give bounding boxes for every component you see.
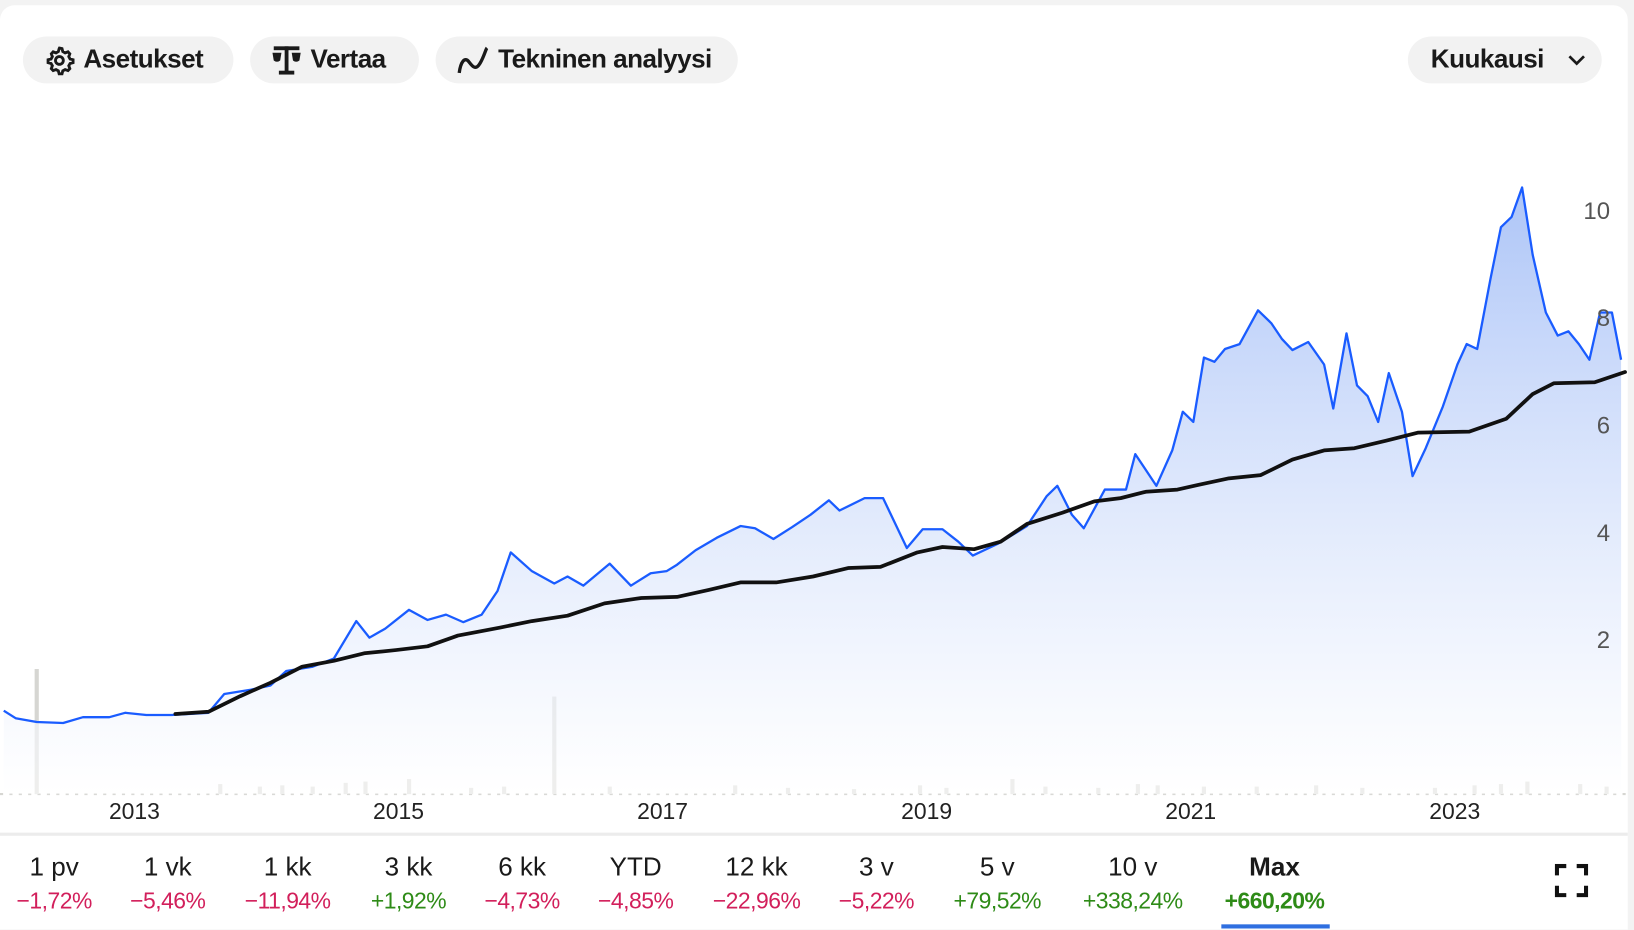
period-label: 5 v	[979, 852, 1015, 882]
period-label: 3 kk	[384, 852, 433, 882]
x-tick-label: 2019	[901, 798, 952, 824]
period-label: 1 pv	[29, 852, 79, 882]
interval-select[interactable]: Kuukausi	[1407, 36, 1602, 84]
period-tab-12-kk[interactable]: 12 kk −22,96%	[684, 849, 830, 918]
period-tab-max[interactable]: Max +660,20%	[1202, 849, 1348, 918]
compare-button[interactable]: Vertaa	[250, 36, 419, 84]
period-label: YTD	[609, 852, 662, 882]
period-change: +1,92%	[370, 887, 447, 914]
period-tab-1-vk[interactable]: 1 vk −5,46%	[95, 849, 241, 918]
y-tick-label: 6	[1597, 413, 1610, 440]
x-tick-label: 2017	[637, 798, 688, 824]
y-tick-label: 4	[1597, 520, 1610, 547]
period-tab-1-pv[interactable]: 1 pv −1,72%	[0, 849, 127, 918]
period-change: +338,24%	[1082, 887, 1183, 914]
period-change: +79,52%	[953, 887, 1042, 914]
y-tick-label: 2	[1597, 627, 1610, 654]
scale-icon	[272, 45, 301, 75]
period-tab-3-kk[interactable]: 3 kk +1,92%	[336, 849, 482, 918]
period-change: −4,85%	[598, 887, 674, 914]
chevron-down-icon	[1567, 54, 1585, 65]
period-change: −5,46%	[130, 887, 206, 914]
x-tick-label: 2021	[1165, 798, 1216, 824]
y-tick-label: 10	[1583, 198, 1610, 225]
period-tab-10-v[interactable]: 10 v +338,24%	[1060, 849, 1206, 918]
period-change: +660,20%	[1224, 887, 1325, 914]
settings-label: Asetukset	[83, 44, 204, 74]
period-tab-ytd[interactable]: YTD −4,85%	[563, 849, 709, 918]
interval-label: Kuukausi	[1430, 44, 1545, 74]
period-tab-5-v[interactable]: 5 v +79,52%	[924, 849, 1070, 918]
price-chart[interactable]: 2 4 6 8 10 2013 2015 2017 2019 2021 2023	[0, 0, 1634, 834]
x-tick-label: 2015	[373, 798, 424, 824]
period-label: 12 kk	[725, 852, 788, 882]
x-tick-label: 2013	[109, 798, 160, 824]
period-change: −1,72%	[16, 887, 93, 914]
period-label: 1 vk	[143, 852, 192, 882]
wave-icon	[457, 46, 489, 73]
period-label: Max	[1249, 852, 1300, 882]
period-change: −4,73%	[484, 887, 560, 914]
technical-analysis-button[interactable]: Tekninen analyysi	[435, 36, 738, 84]
period-tab-6-kk[interactable]: 6 kk −4,73%	[449, 849, 595, 918]
period-change: −22,96%	[712, 887, 801, 914]
gear-icon	[46, 45, 75, 75]
period-tab-3-v[interactable]: 3 v −5,22%	[803, 849, 949, 918]
divider	[0, 832, 1628, 836]
x-tick-label: 2023	[1429, 798, 1480, 824]
compare-label: Vertaa	[310, 44, 387, 74]
period-label: 10 v	[1108, 852, 1158, 882]
settings-button[interactable]: Asetukset	[22, 36, 234, 84]
period-label: 6 kk	[498, 852, 546, 882]
y-tick-label: 8	[1597, 305, 1610, 332]
price-area	[3, 187, 1622, 795]
period-tab-1-kk[interactable]: 1 kk −11,94%	[215, 849, 361, 918]
period-label: 3 v	[859, 852, 894, 882]
period-change: −5,22%	[838, 887, 915, 914]
period-change: −11,94%	[244, 887, 331, 914]
fullscreen-icon[interactable]	[1554, 863, 1589, 898]
active-period-indicator	[1221, 924, 1330, 929]
period-label: 1 kk	[263, 852, 312, 882]
moving-average-line	[173, 370, 1627, 716]
technical-analysis-label: Tekninen analyysi	[498, 44, 712, 74]
